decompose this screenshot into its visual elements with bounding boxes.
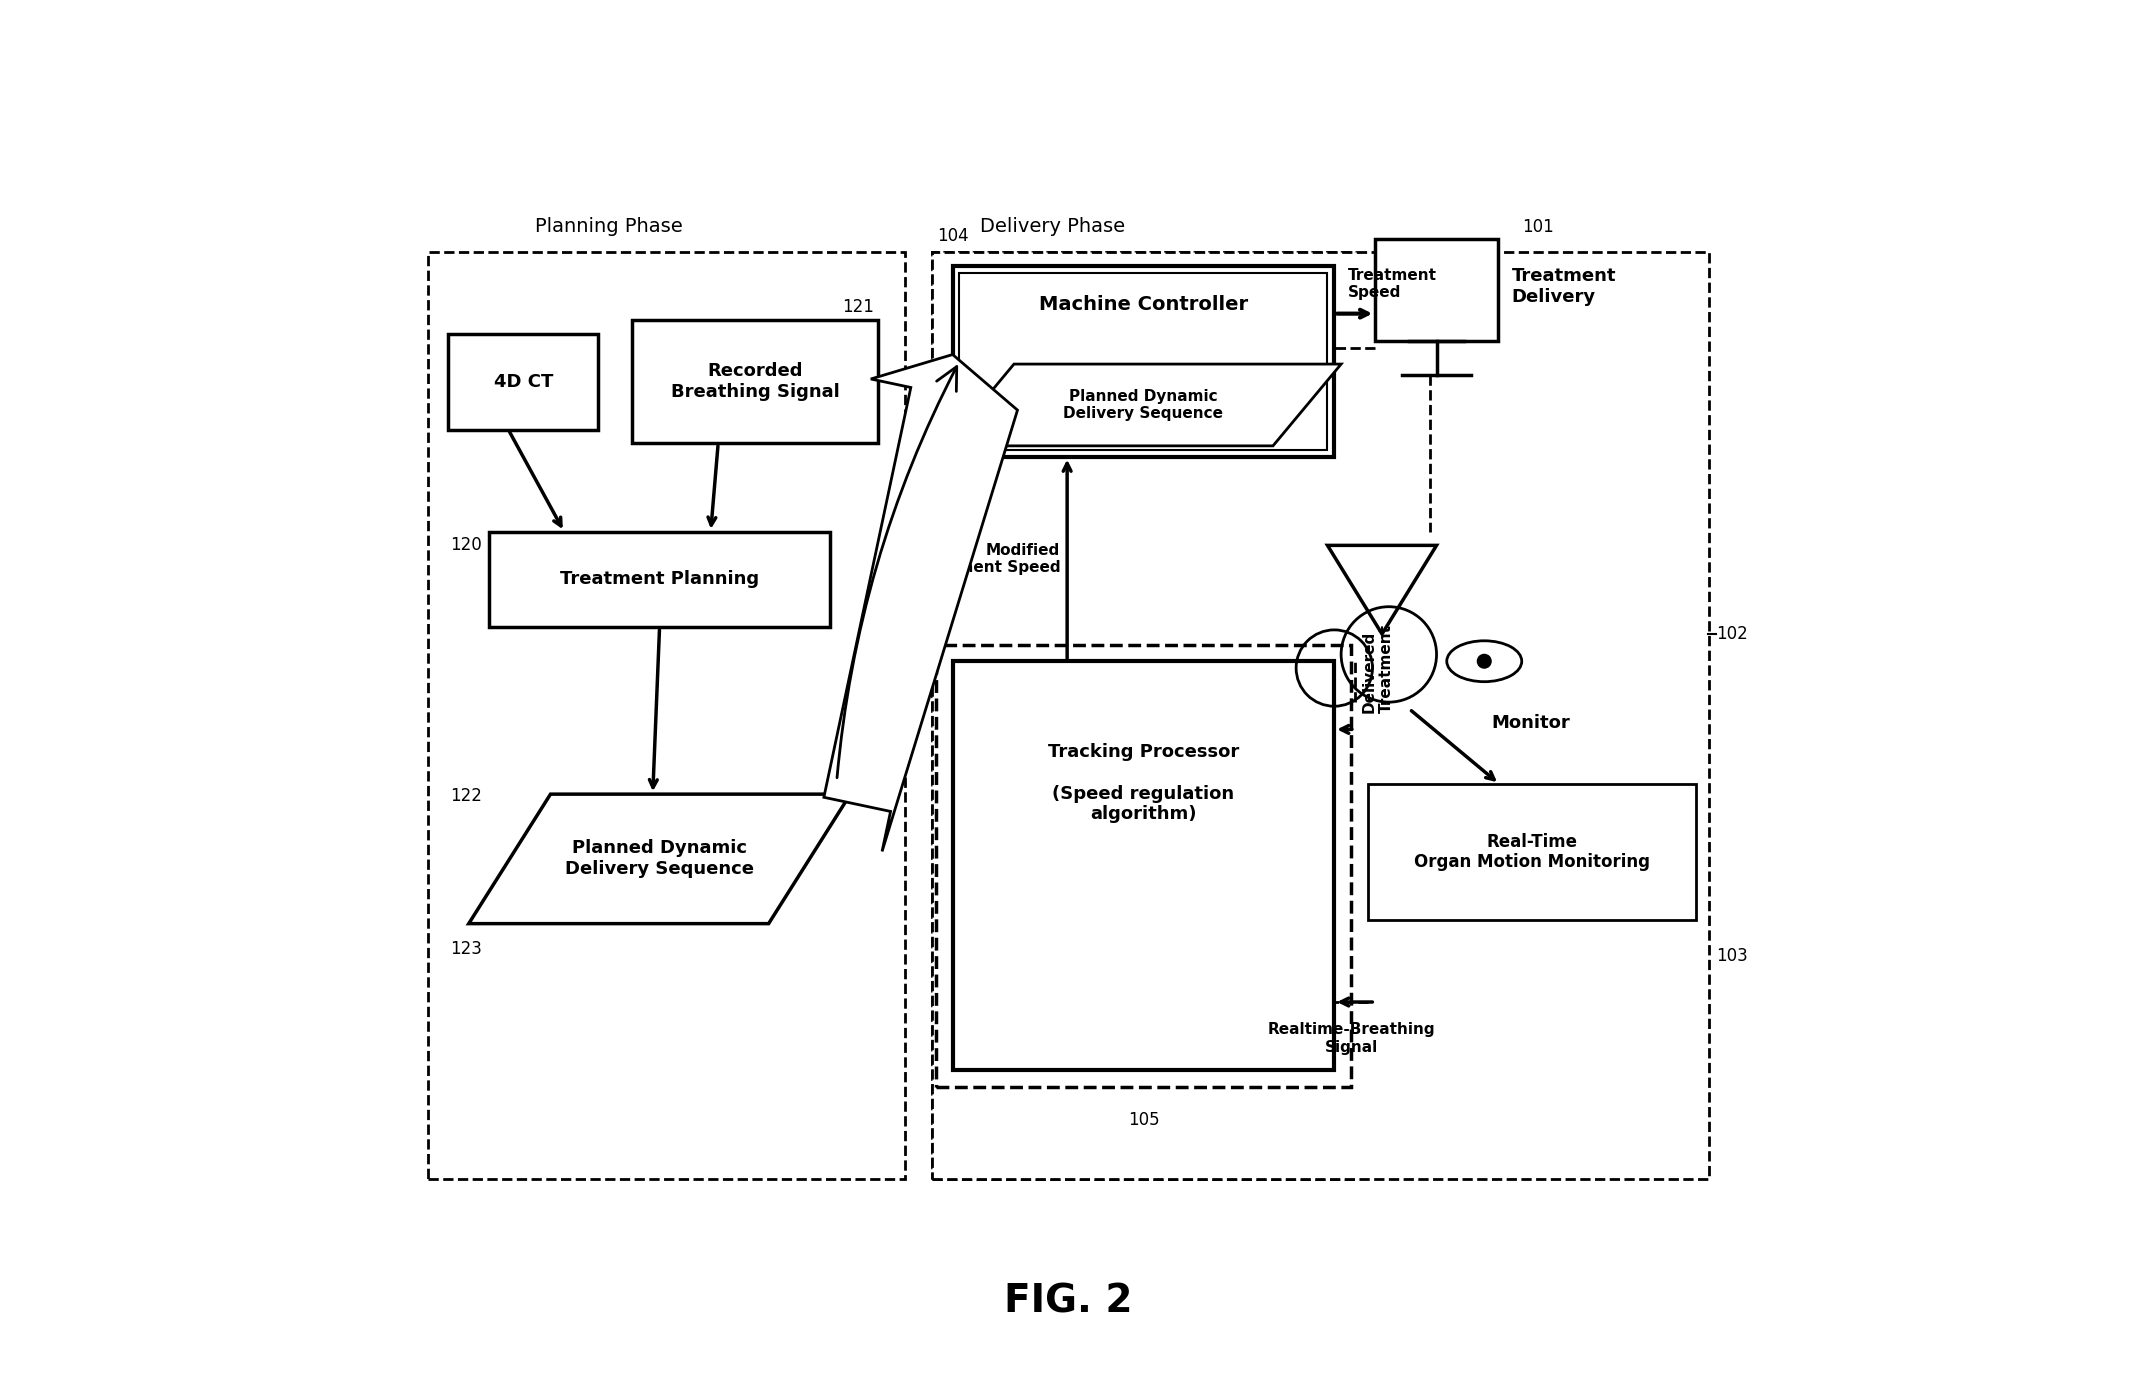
Text: 122: 122 — [451, 788, 483, 806]
Text: 120: 120 — [451, 536, 483, 554]
Bar — [633, 321, 878, 443]
Text: Monitor: Monitor — [1492, 713, 1571, 731]
Bar — [953, 661, 1333, 1070]
Bar — [489, 532, 829, 627]
Text: 105: 105 — [1128, 1111, 1158, 1129]
Text: 4D CT: 4D CT — [494, 373, 553, 391]
Text: Recorded
Breathing Signal: Recorded Breathing Signal — [671, 362, 840, 401]
Bar — [427, 252, 904, 1179]
Text: 101: 101 — [1522, 218, 1554, 235]
Text: 123: 123 — [451, 940, 483, 958]
Text: Modified
Treatment Speed: Modified Treatment Speed — [912, 543, 1060, 576]
Text: Real-Time
Organ Motion Monitoring: Real-Time Organ Motion Monitoring — [1415, 833, 1650, 872]
Bar — [932, 252, 1355, 1179]
Text: Machine Controller: Machine Controller — [1039, 295, 1248, 314]
Text: Tracking Processor

(Speed regulation
algorithm): Tracking Processor (Speed regulation alg… — [1047, 744, 1239, 823]
Text: FIG. 2: FIG. 2 — [1004, 1283, 1133, 1321]
Text: 103: 103 — [1716, 947, 1748, 965]
Bar — [953, 266, 1333, 457]
Bar — [449, 335, 598, 430]
Text: Planning Phase: Planning Phase — [534, 218, 684, 235]
Text: 121: 121 — [842, 299, 874, 317]
Bar — [936, 644, 1351, 1086]
Text: Delivered
Treatment: Delivered Treatment — [1361, 624, 1393, 712]
Bar — [932, 252, 1710, 1179]
Text: Treatment
Delivery: Treatment Delivery — [1511, 267, 1616, 306]
Circle shape — [1477, 654, 1492, 668]
Polygon shape — [825, 354, 1017, 851]
Bar — [1376, 238, 1498, 341]
Text: Treatment Planning: Treatment Planning — [560, 570, 759, 588]
Polygon shape — [468, 795, 851, 924]
Text: Planned Dynamic
Delivery Sequence: Planned Dynamic Delivery Sequence — [564, 840, 754, 879]
Polygon shape — [947, 364, 1342, 446]
Text: Realtime-Breathing
Signal: Realtime-Breathing Signal — [1267, 1023, 1436, 1055]
Text: Planned Dynamic
Delivery Sequence: Planned Dynamic Delivery Sequence — [1064, 388, 1225, 421]
Bar — [960, 273, 1327, 450]
Text: Treatment
Speed: Treatment Speed — [1348, 267, 1436, 300]
Text: 102: 102 — [1716, 625, 1748, 643]
Bar — [1368, 784, 1695, 920]
Text: Delivery Phase: Delivery Phase — [981, 218, 1124, 235]
Text: 104: 104 — [936, 227, 968, 245]
